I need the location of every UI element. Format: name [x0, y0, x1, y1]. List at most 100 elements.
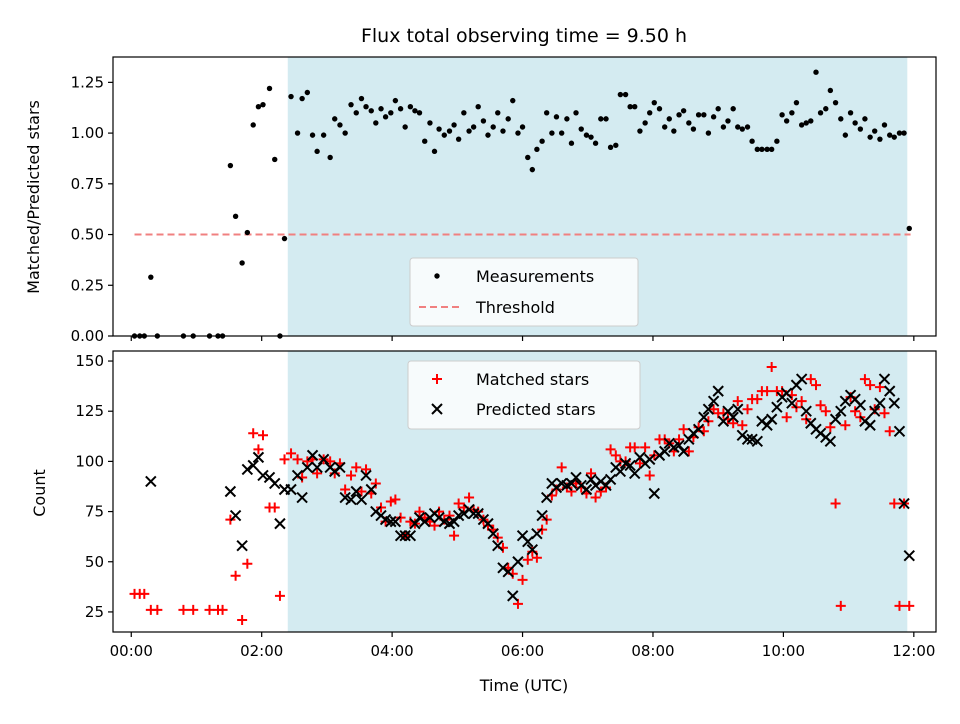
matched-star-point	[178, 604, 189, 615]
ratio-panel-frame	[112, 56, 937, 337]
measurement-point	[348, 101, 354, 108]
measurement-point	[466, 128, 472, 134]
measurement-point	[725, 118, 731, 124]
count-y-tick-label: 75	[85, 503, 104, 521]
measurement-point	[715, 106, 721, 112]
measurement-point	[705, 130, 712, 136]
time-x-tick-label: 06:00	[501, 642, 544, 660]
predicted-star-point	[732, 403, 744, 415]
time-x-tick-label: 02:00	[240, 642, 283, 660]
predicted-star-point	[883, 385, 896, 397]
matched-star-point	[188, 604, 199, 615]
measurement-point	[412, 108, 418, 114]
count-panel-frame	[112, 350, 937, 633]
predicted-star-point	[604, 473, 617, 486]
matched-star-point	[230, 570, 241, 581]
matched-star-point	[640, 442, 651, 453]
measurement-point	[455, 136, 462, 142]
matched-star-point	[605, 444, 616, 455]
measurement-point	[529, 166, 536, 173]
count-y-tick-label: 150	[75, 352, 104, 370]
count-y-tick-label: 125	[75, 402, 104, 420]
measurement-point	[510, 97, 516, 104]
predicted-star-point	[247, 459, 259, 472]
measurement-point	[368, 108, 374, 114]
measurement-point	[227, 162, 234, 169]
predicted-star-point	[771, 401, 783, 413]
measurement-point	[852, 120, 858, 126]
matched-star-point	[835, 600, 846, 611]
legend-predicted-label: Predicted stars	[476, 400, 596, 419]
measurement-point	[651, 99, 657, 106]
matched-star-point	[361, 464, 372, 475]
predicted-star-point	[502, 566, 514, 578]
measurement-points	[131, 69, 912, 339]
legend-plus-glyph	[432, 374, 442, 384]
matched-star-point	[139, 588, 150, 599]
predicted-star-point	[824, 435, 837, 448]
measurement-point	[891, 134, 897, 140]
measurement-point	[255, 104, 262, 110]
matched-star-point	[356, 486, 367, 497]
measurement-point	[422, 138, 428, 144]
predicted-star-point	[241, 463, 254, 476]
measurement-point	[446, 128, 453, 134]
matched-star-point	[781, 412, 792, 423]
predicted-star-point	[399, 529, 411, 542]
measurement-point	[358, 95, 365, 102]
measurement-point	[470, 124, 477, 130]
matched-star-point	[414, 506, 425, 517]
measurement-point	[647, 110, 653, 116]
matched-star-point	[815, 400, 826, 411]
measurement-point	[578, 126, 584, 132]
measurement-point	[896, 130, 903, 136]
count-y-tick-label: 25	[85, 603, 104, 621]
predicted-star-point	[786, 397, 798, 409]
matched-star-point	[453, 498, 464, 509]
matched-star-point	[279, 454, 290, 465]
matched-star-point	[762, 386, 773, 397]
predicted-star-point	[698, 411, 710, 423]
predicted-star-point	[829, 413, 842, 425]
measurement-point	[598, 116, 604, 122]
matched-star-point	[879, 408, 890, 419]
measurement-point	[662, 124, 668, 130]
time-x-tick-label: 10:00	[762, 642, 805, 660]
measurement-point	[666, 116, 672, 122]
measurement-point	[720, 124, 727, 130]
measurement-point	[754, 146, 761, 153]
matched-star-point	[859, 374, 870, 385]
measurement-point	[789, 110, 795, 116]
predicted-star-point	[570, 471, 582, 484]
predicted-star-point	[229, 509, 242, 522]
measurement-point	[671, 128, 677, 134]
legend-measurements-label: Measurements	[476, 267, 594, 286]
matched-star-point	[865, 380, 876, 391]
measurement-point	[617, 91, 624, 98]
ratio-y-tick-label: 0.00	[71, 327, 104, 345]
matched-star-point	[796, 396, 807, 407]
ratio-y-axis-label: Matched/Predicted stars	[24, 100, 43, 294]
predicted-star-point	[683, 433, 695, 446]
matched-star-point	[752, 394, 763, 405]
measurement-point	[480, 118, 487, 124]
measurement-point	[378, 106, 384, 112]
legend-matched-marker	[432, 374, 442, 384]
measurement-point	[534, 146, 540, 153]
measurement-point	[867, 134, 873, 140]
matched-star-point	[464, 492, 475, 503]
matched-star-point	[683, 446, 694, 457]
matched-star-point	[385, 496, 396, 507]
measurement-point	[239, 260, 245, 266]
matched-star-point	[728, 418, 739, 429]
measurement-point	[519, 124, 526, 130]
predicted-star-point	[467, 507, 480, 520]
count-legend: Matched stars Predicted stars	[407, 360, 641, 430]
count-y-tick-label: 50	[85, 553, 104, 571]
measurement-point	[564, 116, 570, 122]
measurement-point	[701, 112, 707, 118]
matched-star-point	[840, 420, 851, 431]
measurement-point	[676, 112, 682, 118]
count-panel: 25 50 75 100 125 150 00:00 02:00 04:00 06:00 08:0…	[30, 350, 937, 695]
